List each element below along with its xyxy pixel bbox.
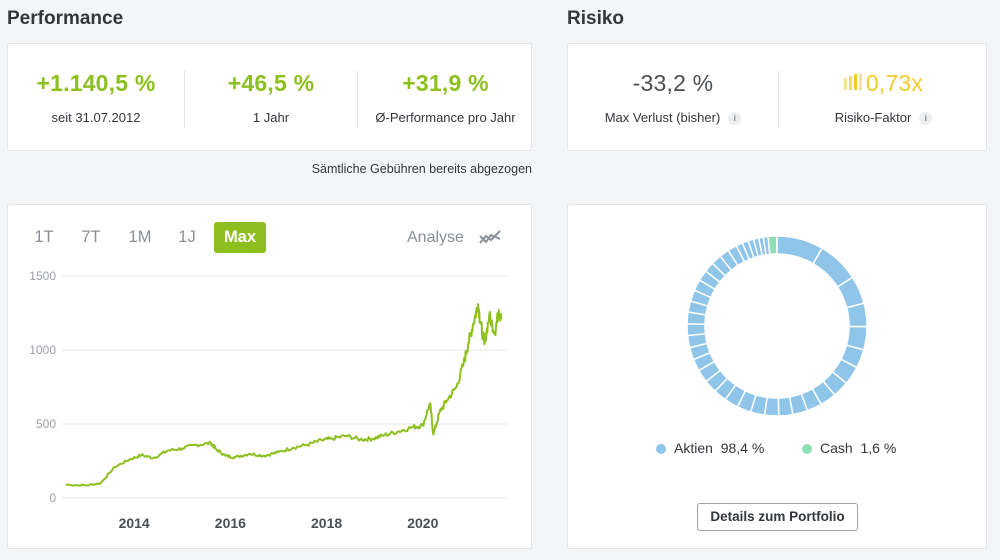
legend-cash-name: Cash xyxy=(820,440,853,456)
aktien-segment xyxy=(845,302,868,328)
x-tick-label: 2018 xyxy=(311,515,342,531)
divider xyxy=(357,70,358,128)
analyse-button[interactable]: Analyse xyxy=(407,229,464,246)
stat-total-value: +1.140,5 % xyxy=(36,70,156,96)
stat-year-label: 1 Jahr xyxy=(252,110,290,125)
risk-card: -33,2 % Max Verlust (bisher) i 0,73x Risi… xyxy=(567,43,987,151)
risk-factor-label: Risiko-Faktor xyxy=(834,110,912,125)
info-icon[interactable]: i xyxy=(728,112,742,125)
risk-factor-value: 0,73x xyxy=(865,70,924,96)
tab-7t[interactable]: 7T xyxy=(81,228,101,246)
trend-lines-icon[interactable] xyxy=(478,227,502,247)
stat-avg-label: Ø-Performance pro Jahr xyxy=(375,110,516,125)
aktien-segment xyxy=(777,396,794,417)
aktien-segment xyxy=(686,323,707,337)
cash-dot xyxy=(802,443,812,454)
chart-card xyxy=(7,204,532,549)
risk-title: Risiko xyxy=(567,8,625,29)
legend-cash: Cash 1,6 % xyxy=(802,440,896,456)
divider xyxy=(184,70,185,128)
stat-total: +1.140,5 % seit 31.07.2012 xyxy=(8,44,184,150)
aktien-segment xyxy=(762,235,771,256)
stat-avg: +31,9 % Ø-Performance pro Jahr xyxy=(358,44,533,150)
stat-risk-factor: 0,73x Risiko-Faktor i xyxy=(779,44,988,150)
max-loss-label: Max Verlust (bisher) xyxy=(604,110,721,125)
legend-aktien: Aktien 98,4 % xyxy=(656,440,764,456)
fees-note: Sämtliche Gebühren bereits abgezogen xyxy=(311,162,532,176)
y-tick-label: 0 xyxy=(49,491,56,505)
y-tick-label: 1000 xyxy=(29,343,56,357)
tab-max[interactable]: Max xyxy=(214,222,266,253)
legend-aktien-value: 98,4 % xyxy=(720,440,765,456)
y-tick-label: 500 xyxy=(36,417,56,431)
stat-avg-value: +31,9 % xyxy=(402,70,489,96)
tab-1j[interactable]: 1J xyxy=(178,228,196,246)
performance-title: Performance xyxy=(7,8,124,29)
aktien-dot xyxy=(656,443,666,454)
allocation-card xyxy=(567,204,987,549)
risk-bars-icon xyxy=(843,74,862,90)
legend-cash-value: 1,6 % xyxy=(860,440,897,456)
info-icon[interactable]: i xyxy=(919,112,933,125)
y-tick-label: 1500 xyxy=(29,269,56,283)
stat-year-value: +46,5 % xyxy=(227,70,315,96)
portfolio-details-button[interactable]: Details zum Portfolio xyxy=(697,503,858,531)
performance-chart: 0 500 1000 1500 2014 2016 2018 2020 xyxy=(29,269,507,531)
performance-card: +1.140,5 % seit 31.07.2012 +46,5 % 1 Jah… xyxy=(7,43,532,151)
tab-1t[interactable]: 1T xyxy=(34,228,54,246)
stat-year: +46,5 % 1 Jahr xyxy=(185,44,357,150)
divider xyxy=(778,70,779,128)
max-loss-value: -33,2 % xyxy=(632,70,714,96)
stat-total-label: seit 31.07.2012 xyxy=(51,110,141,125)
legend-aktien-name: Aktien xyxy=(674,440,713,456)
tab-1m[interactable]: 1M xyxy=(128,228,152,246)
stat-max-loss: -33,2 % Max Verlust (bisher) i xyxy=(568,44,778,150)
allocation-donut xyxy=(686,235,868,417)
series-line xyxy=(65,303,503,487)
x-tick-label: 2020 xyxy=(407,515,438,531)
x-tick-label: 2016 xyxy=(215,515,246,531)
x-tick-label: 2014 xyxy=(119,515,150,531)
